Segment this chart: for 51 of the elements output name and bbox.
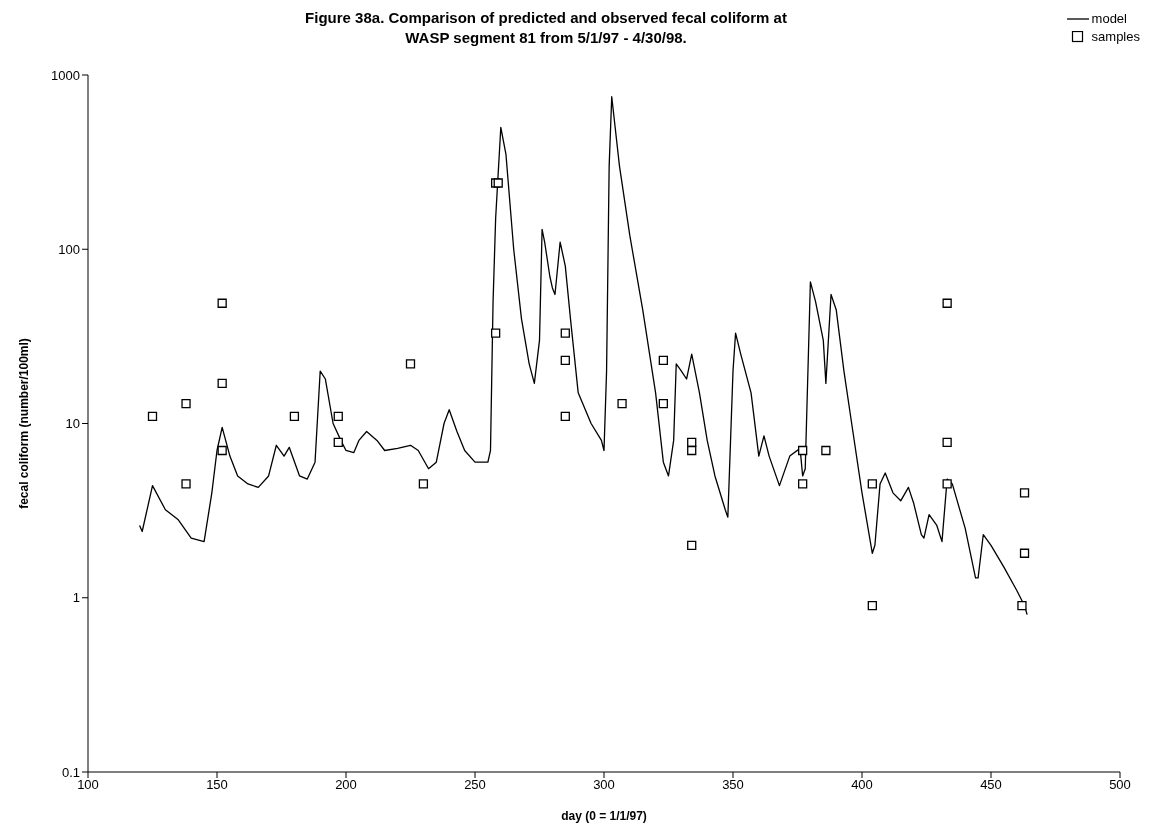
x-tick-label: 200: [335, 777, 357, 793]
y-tick-label: 1: [72, 590, 80, 606]
x-tick-label: 250: [464, 777, 486, 793]
point: [181, 479, 191, 489]
legend-label: samples: [1091, 28, 1140, 46]
point: [217, 378, 227, 388]
x-tick-label: 350: [722, 777, 744, 793]
point: [217, 445, 227, 456]
point: [147, 411, 158, 421]
point: [289, 411, 300, 421]
point: [821, 445, 831, 456]
y-tick-label: 1000: [51, 67, 80, 83]
point: [942, 437, 952, 447]
x-tick-label: 500: [1109, 777, 1131, 793]
point: [217, 298, 227, 308]
legend-label: model: [1091, 10, 1127, 28]
point: [942, 479, 952, 489]
y-tick-label: 10: [65, 416, 80, 432]
x-tick-label: 300: [593, 777, 615, 793]
point: [490, 328, 501, 338]
point: [1017, 601, 1027, 611]
point: [798, 479, 808, 489]
x-tick-label: 400: [851, 777, 873, 793]
point: [687, 540, 697, 550]
x-tick-label: 450: [980, 777, 1002, 793]
point: [560, 328, 570, 338]
y-tick-label: 100: [58, 241, 80, 257]
point: [560, 355, 570, 366]
point: [867, 479, 877, 489]
point: [798, 445, 808, 456]
y-tick-label: 0.1: [61, 764, 80, 780]
point: [867, 601, 877, 611]
y-axis-title: fecal coliform (number/100ml): [17, 338, 32, 509]
x-tick-label: 150: [206, 777, 228, 793]
point: [687, 445, 697, 456]
point: [333, 411, 343, 421]
point: [617, 399, 627, 409]
line-series: [138, 96, 1028, 616]
point: [418, 479, 429, 489]
point: [1019, 488, 1030, 498]
chart-title: Figure 38a. Comparison of predicted and observed fecal coliform at WASP segment 81 from 5/1/97 - 4/30/98.: [304, 8, 788, 48]
point: [560, 411, 570, 421]
x-axis-title: day (0 = 1/1/97): [561, 809, 647, 823]
point: [333, 437, 343, 447]
point: [1019, 548, 1030, 558]
point: [658, 355, 668, 366]
point: [405, 359, 416, 369]
x-tick-label: 100: [77, 777, 99, 793]
point: [181, 399, 191, 409]
point: [942, 298, 952, 308]
point: [658, 399, 668, 409]
